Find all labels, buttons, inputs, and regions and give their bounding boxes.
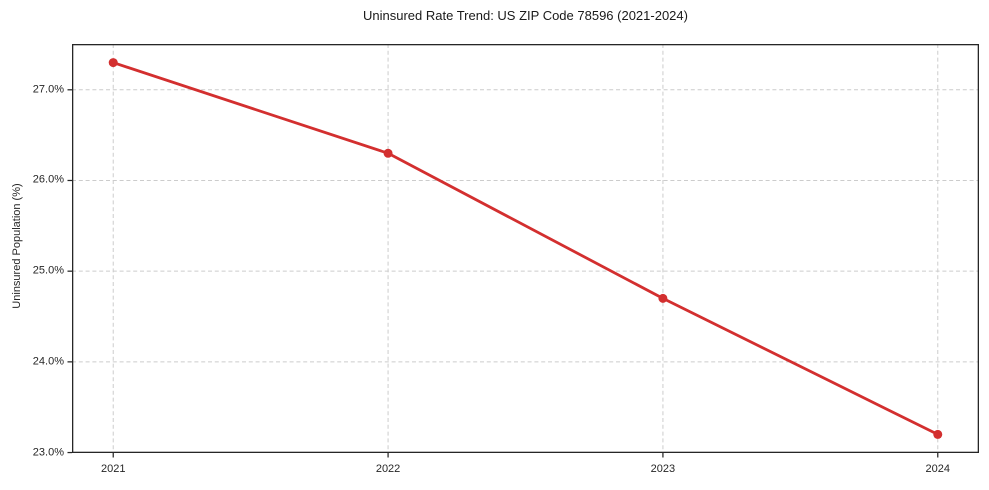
data-line	[111, 61, 940, 436]
x-tick-label: 2024	[925, 463, 951, 475]
axes-frame	[71, 43, 980, 454]
data-point-marker	[108, 58, 118, 68]
data-point-marker	[658, 293, 668, 303]
x-tick-label: 2023	[650, 463, 676, 475]
chart-title: Uninsured Rate Trend: US ZIP Code 78596 …	[363, 8, 688, 23]
y-tick-label: 26.0%	[32, 173, 64, 186]
y-tick-label: 25.0%	[32, 264, 64, 277]
y-tick-label: 23.0%	[32, 446, 64, 459]
plot-area	[67, 43, 980, 458]
y-tick-label: 24.0%	[32, 355, 64, 368]
data-point-marker	[933, 429, 943, 439]
line-chart-canvas	[67, 43, 980, 458]
y-axis-label: Uninsured Population (%)	[11, 183, 23, 309]
data-point-marker	[383, 148, 393, 158]
y-tick-label: 27.0%	[32, 83, 64, 96]
x-tick-label: 2021	[100, 463, 126, 475]
x-tick-label: 2022	[375, 463, 401, 475]
